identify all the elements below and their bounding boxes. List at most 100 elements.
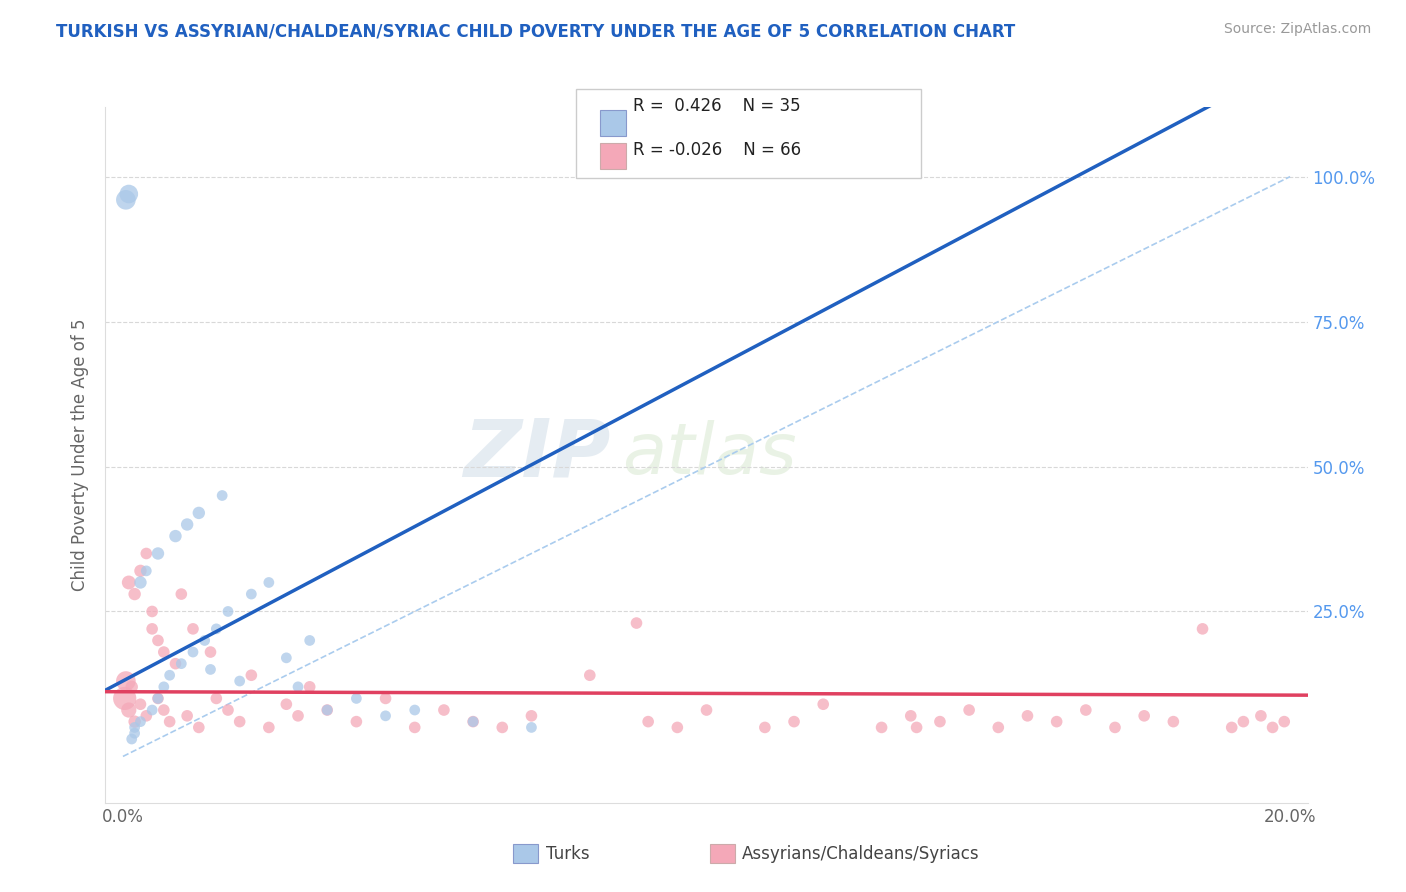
Point xyxy=(813,698,835,712)
Text: R =  0.426    N = 35: R = 0.426 N = 35 xyxy=(633,97,800,115)
Point xyxy=(257,575,280,590)
Point xyxy=(187,721,209,735)
Text: atlas: atlas xyxy=(623,420,797,490)
Point xyxy=(1017,708,1039,723)
Point xyxy=(491,721,513,735)
Point xyxy=(129,698,152,712)
Point xyxy=(115,193,138,207)
Point xyxy=(228,674,250,689)
Point xyxy=(194,633,217,648)
Point xyxy=(287,680,309,694)
Point xyxy=(124,587,146,601)
Point xyxy=(404,703,426,717)
Text: Assyrians/Chaldeans/Syriacs: Assyrians/Chaldeans/Syriacs xyxy=(742,845,980,863)
Point xyxy=(433,703,456,717)
Point xyxy=(316,703,339,717)
Point xyxy=(957,703,980,717)
Point xyxy=(987,721,1010,735)
Point xyxy=(287,708,309,723)
Point xyxy=(121,680,143,694)
Point xyxy=(344,691,367,706)
Point xyxy=(135,546,157,561)
Point xyxy=(783,714,806,729)
Point xyxy=(176,708,198,723)
Point xyxy=(165,529,187,543)
Point xyxy=(141,605,163,619)
Point xyxy=(159,714,181,729)
Point xyxy=(637,714,659,729)
Point xyxy=(1163,714,1185,729)
Text: Turks: Turks xyxy=(546,845,589,863)
Text: R = -0.026    N = 66: R = -0.026 N = 66 xyxy=(633,141,801,159)
Point xyxy=(141,703,163,717)
Point xyxy=(520,708,543,723)
Point xyxy=(1133,708,1156,723)
Point xyxy=(1250,708,1272,723)
Point xyxy=(124,726,146,740)
Point xyxy=(870,721,893,735)
Point xyxy=(165,657,187,671)
Point xyxy=(520,721,543,735)
Point xyxy=(205,691,228,706)
Point xyxy=(1104,721,1126,735)
Point xyxy=(1191,622,1213,636)
Point xyxy=(118,703,141,717)
Point xyxy=(153,645,176,659)
Point xyxy=(276,698,298,712)
Point xyxy=(181,645,204,659)
Point xyxy=(124,714,146,729)
Point xyxy=(124,721,146,735)
Point xyxy=(240,668,263,682)
Point xyxy=(276,651,298,665)
Point xyxy=(905,721,928,735)
Point xyxy=(181,622,204,636)
Point xyxy=(135,708,157,723)
Point xyxy=(176,517,198,532)
Point xyxy=(298,680,321,694)
Point xyxy=(404,721,426,735)
Point xyxy=(1074,703,1097,717)
Point xyxy=(754,721,776,735)
Point xyxy=(374,691,396,706)
Point xyxy=(146,691,169,706)
Point xyxy=(257,721,280,735)
Point xyxy=(159,668,181,682)
Point xyxy=(666,721,689,735)
Point xyxy=(228,714,250,729)
Point xyxy=(121,731,143,746)
Point xyxy=(1232,714,1254,729)
Point xyxy=(146,633,169,648)
Point xyxy=(170,657,193,671)
Point xyxy=(146,691,169,706)
Point xyxy=(1272,714,1295,729)
Point xyxy=(1046,714,1069,729)
Point xyxy=(316,703,339,717)
Point xyxy=(153,680,176,694)
Point xyxy=(211,489,233,503)
Point xyxy=(205,622,228,636)
Point xyxy=(200,645,222,659)
Point xyxy=(461,714,484,729)
Point xyxy=(374,708,396,723)
Point xyxy=(900,708,922,723)
Text: ZIP: ZIP xyxy=(463,416,610,494)
Point xyxy=(129,714,152,729)
Point xyxy=(170,587,193,601)
Point xyxy=(217,703,239,717)
Y-axis label: Child Poverty Under the Age of 5: Child Poverty Under the Age of 5 xyxy=(72,318,90,591)
Point xyxy=(187,506,209,520)
Point xyxy=(217,605,239,619)
Text: TURKISH VS ASSYRIAN/CHALDEAN/SYRIAC CHILD POVERTY UNDER THE AGE OF 5 CORRELATION: TURKISH VS ASSYRIAN/CHALDEAN/SYRIAC CHIL… xyxy=(56,22,1015,40)
Text: Source: ZipAtlas.com: Source: ZipAtlas.com xyxy=(1223,22,1371,37)
Point xyxy=(135,564,157,578)
Point xyxy=(129,564,152,578)
Point xyxy=(344,714,367,729)
Point xyxy=(129,575,152,590)
Point xyxy=(626,615,648,630)
Point xyxy=(200,662,222,677)
Point xyxy=(115,674,138,689)
Point xyxy=(114,691,136,706)
Point xyxy=(118,575,141,590)
Point xyxy=(578,668,600,682)
Point xyxy=(695,703,717,717)
